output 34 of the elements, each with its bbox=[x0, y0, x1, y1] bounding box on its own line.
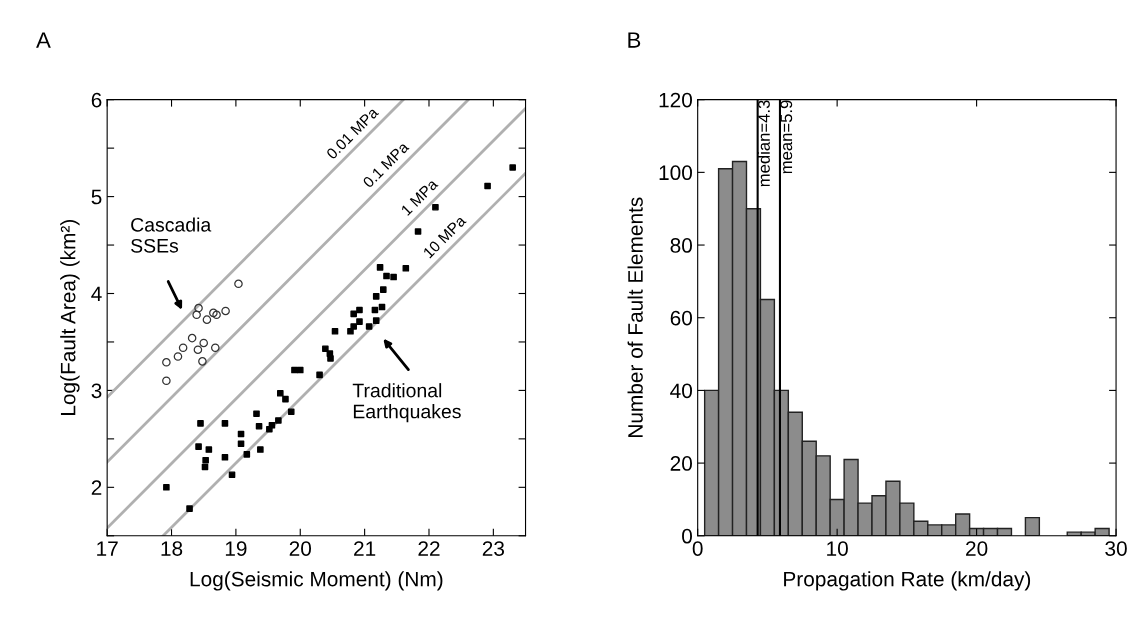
x-tick-label: 23 bbox=[482, 541, 505, 556]
x-tick-label: 21 bbox=[354, 541, 376, 556]
ref-line-label: mean=5.9 bbox=[780, 100, 793, 174]
ref-line-label: median=4.3 bbox=[757, 100, 770, 187]
x-tick-label: 17 bbox=[97, 541, 118, 556]
y-tick-label: 20 bbox=[670, 456, 693, 471]
y-tick-label: 2 bbox=[91, 480, 102, 495]
chart-title: A bbox=[36, 32, 51, 48]
y-tick-label: 4 bbox=[91, 286, 102, 302]
y-tick-label: 5 bbox=[91, 189, 102, 205]
x-axis-title: Propagation Rate (km/day) bbox=[784, 571, 1031, 591]
chart-title: B bbox=[628, 32, 641, 48]
x-tick-label: 20 bbox=[966, 541, 988, 556]
x-tick-label: 10 bbox=[827, 541, 848, 556]
y-axis-title: Number of Fault Elements bbox=[627, 197, 643, 438]
y-tick-label: 80 bbox=[670, 238, 693, 253]
x-tick-label: 20 bbox=[289, 541, 312, 556]
y-tick-label: 0 bbox=[682, 528, 693, 544]
text: 10 MPa bbox=[422, 214, 467, 259]
annotation: Cascadia SSEs bbox=[131, 217, 212, 253]
y-tick-label: 3 bbox=[91, 383, 102, 399]
x-axis-title: Log(Seismic Moment) (Nm) bbox=[190, 571, 443, 591]
y-tick-label: 100 bbox=[659, 165, 693, 181]
y-tick-label: 60 bbox=[670, 310, 693, 326]
y-axis-title: Log(Fault Area) (km²) bbox=[60, 220, 80, 415]
y-tick-label: 40 bbox=[670, 383, 693, 399]
x-tick-label: 19 bbox=[225, 541, 247, 556]
x-tick-label: 30 bbox=[1105, 541, 1127, 556]
y-tick-label: 120 bbox=[659, 92, 693, 108]
x-tick-label: 18 bbox=[161, 541, 183, 556]
x-tick-label: 22 bbox=[418, 541, 440, 556]
annotation: Traditional Earthquakes bbox=[352, 383, 461, 423]
x-tick-label: 0 bbox=[692, 541, 703, 556]
y-tick-label: 6 bbox=[91, 92, 102, 108]
